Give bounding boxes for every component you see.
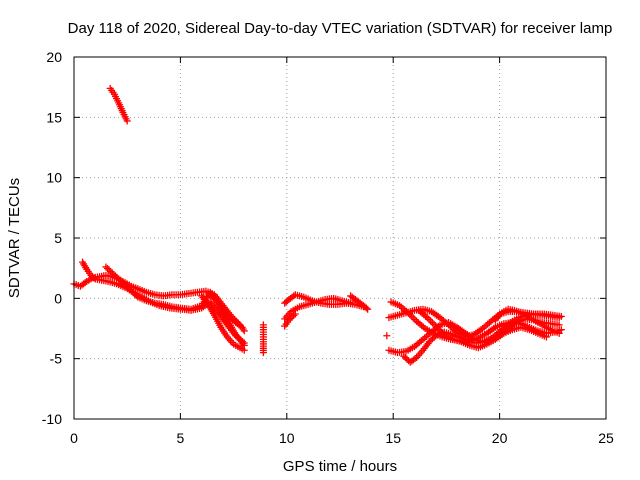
- data-point: [206, 291, 214, 299]
- data-point: [113, 274, 121, 282]
- y-axis-title: SDTVAR / TECUs: [6, 178, 23, 298]
- data-point: [90, 274, 98, 282]
- data-point: [211, 295, 219, 303]
- data-point: [288, 313, 296, 321]
- series-track-high: [106, 84, 131, 125]
- data-point: [555, 329, 563, 337]
- x-tick-label: 5: [177, 430, 185, 446]
- data-point: [123, 117, 131, 125]
- grid-lines: [74, 57, 606, 419]
- x-tick-labels: 0 5 10 15 20 25: [70, 430, 614, 446]
- data-point: [104, 264, 112, 272]
- data-point: [115, 275, 123, 283]
- data-point: [430, 333, 438, 341]
- x-axis-title: GPS time / hours: [283, 458, 397, 475]
- data-point: [411, 316, 419, 324]
- data-point: [123, 283, 131, 291]
- data-point: [111, 272, 119, 280]
- data-point: [119, 280, 127, 288]
- x-tick-label: 15: [385, 430, 401, 446]
- data-point: [411, 355, 419, 363]
- series-track-q: [491, 305, 563, 337]
- series-track-j: [347, 292, 372, 313]
- x-tick-label: 25: [598, 430, 614, 446]
- data-point: [129, 289, 137, 297]
- data-point: [428, 319, 436, 327]
- data-point: [102, 263, 110, 271]
- data-point: [403, 355, 411, 363]
- series-track-d: [198, 292, 248, 354]
- data-point: [401, 354, 409, 362]
- y-tick-label: 10: [46, 170, 62, 186]
- series-track-i: [281, 310, 299, 330]
- data-point: [259, 349, 267, 357]
- data-point: [542, 333, 550, 341]
- series-track-p: [415, 306, 550, 352]
- data-point: [209, 294, 217, 302]
- y-tick-label: 0: [54, 290, 62, 306]
- y-tick-label: -10: [42, 411, 62, 427]
- data-point: [240, 346, 248, 354]
- data-point: [126, 286, 134, 294]
- y-tick-label: 15: [46, 109, 62, 125]
- y-tick-label: 20: [46, 49, 62, 65]
- data-point: [127, 287, 135, 295]
- series-track-f: [259, 321, 267, 357]
- data-point: [107, 267, 115, 275]
- y-tick-labels: -10 -5 0 5 10 15 20: [42, 49, 62, 427]
- y-tick-label: 5: [54, 230, 62, 246]
- axis-ticks: [73, 56, 607, 420]
- data-point: [383, 332, 391, 340]
- data-point: [225, 312, 233, 320]
- x-tick-label: 0: [70, 430, 78, 446]
- data-point: [208, 292, 216, 300]
- data-point: [116, 277, 124, 285]
- data-point: [105, 266, 113, 274]
- data-point: [347, 299, 355, 307]
- y-tick-label: -5: [50, 351, 63, 367]
- data-points: [70, 84, 565, 366]
- data-point: [124, 284, 132, 292]
- data-point: [121, 281, 129, 289]
- data-point: [227, 314, 235, 322]
- data-point: [429, 335, 437, 343]
- chart-title: Day 118 of 2020, Sidereal Day-to-day VTE…: [68, 20, 613, 37]
- data-point: [81, 279, 89, 287]
- data-point: [362, 304, 370, 312]
- data-point: [400, 352, 408, 360]
- x-tick-label: 10: [279, 430, 295, 446]
- data-point: [290, 312, 298, 320]
- data-point: [364, 305, 372, 313]
- x-tick-label: 20: [492, 430, 508, 446]
- data-point: [118, 278, 126, 286]
- data-point: [557, 326, 565, 334]
- data-point: [287, 315, 295, 323]
- data-point: [427, 317, 435, 325]
- series-track-h: [281, 294, 355, 323]
- data-point: [425, 338, 433, 346]
- data-point: [291, 310, 299, 318]
- series-track-e: [206, 291, 248, 335]
- data-point: [131, 290, 139, 298]
- data-point: [427, 336, 435, 344]
- data-point: [132, 292, 140, 300]
- data-point: [557, 312, 565, 320]
- data-point: [425, 315, 433, 323]
- data-point: [285, 316, 293, 324]
- data-point: [409, 314, 417, 322]
- data-point: [110, 271, 118, 279]
- data-point: [108, 269, 116, 277]
- data-point: [240, 327, 248, 335]
- series-track-k: [383, 332, 391, 340]
- data-point: [229, 315, 237, 323]
